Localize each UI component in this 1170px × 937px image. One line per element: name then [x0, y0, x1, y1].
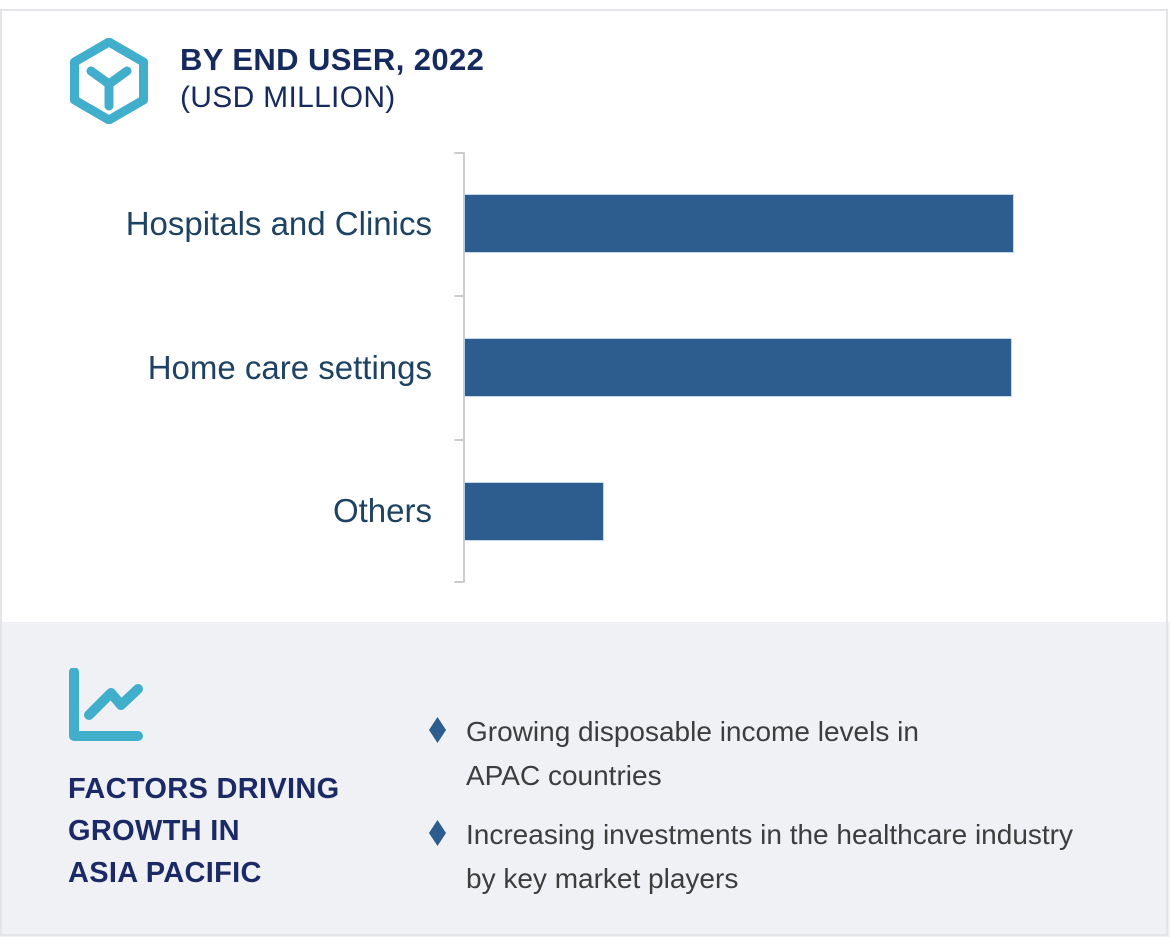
chart-row: Others — [0, 439, 1170, 583]
chart-subtitle: (USD MILLION) — [180, 81, 396, 114]
y-axis-line — [463, 152, 465, 583]
factor-item: Increasing investments in the healthcare… — [429, 813, 1139, 901]
line-chart-icon — [69, 668, 143, 741]
diamond-bullet-icon — [429, 717, 446, 743]
axis-tick — [454, 439, 464, 441]
chart-title-block: BY END USER, 2022 (USD MILLION) — [180, 38, 484, 115]
bar-chart: Hospitals and Clinics Home care settings O… — [0, 152, 1170, 583]
bar-home-care-settings — [465, 339, 1011, 396]
factors-panel: FACTORS DRIVING GROWTH IN ASIA PACIFIC G… — [0, 622, 1170, 937]
axis-tick — [454, 295, 464, 297]
bar-others — [465, 482, 603, 540]
axis-tick — [454, 581, 464, 583]
category-label: Home care settings — [147, 348, 432, 386]
category-label: Hospitals and Clinics — [125, 204, 432, 242]
chart-row: Home care settings — [0, 296, 1170, 440]
chart-title: BY END USER, 2022 — [180, 42, 485, 77]
factor-item: Growing disposable income levels in APAC… — [429, 710, 1139, 798]
factors-title: FACTORS DRIVING GROWTH IN ASIA PACIFIC — [68, 773, 340, 889]
bar-cell — [465, 339, 1170, 396]
chart-rows: Hospitals and Clinics Home care settings O… — [0, 152, 1170, 583]
factor-text: Increasing investments in the healthcare… — [466, 819, 1073, 894]
bar-cell — [465, 195, 1170, 253]
chart-header: BY END USER, 2022 (USD MILLION) — [66, 38, 484, 124]
chart-row: Hospitals and Clinics — [0, 152, 1170, 296]
category-label: Others — [332, 492, 432, 530]
axis-tick — [454, 152, 464, 154]
factors-list: Growing disposable income levels in APAC… — [429, 710, 1139, 916]
bar-hospitals-and-clinics — [465, 195, 1013, 253]
diamond-bullet-icon — [429, 820, 446, 846]
bar-cell — [465, 482, 1170, 540]
factor-text: Growing disposable income levels in APAC… — [466, 716, 919, 791]
hexagon-box-icon — [70, 38, 148, 124]
